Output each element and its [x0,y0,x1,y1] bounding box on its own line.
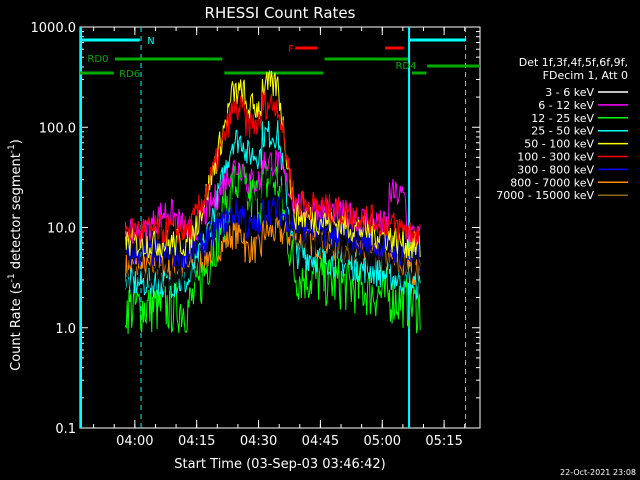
x-tick-label: 04:30 [240,434,277,449]
y-axis-label-sup2: -1 [7,144,17,153]
series-line-3 [124,120,421,300]
y-tick-label: 10.0 [47,222,76,237]
legend-label: 6 - 12 keV [538,99,594,112]
x-tick-label: 05:15 [425,434,462,449]
legend-title-line-2: FDecim 1, Att 0 [543,69,628,82]
series-line-4 [124,69,421,259]
legend-label: 12 - 25 keV [531,112,594,125]
series-line-0 [124,167,421,293]
legend-label: 50 - 100 keV [524,138,594,151]
legend-label: 300 - 800 keV [517,163,594,176]
series-line-5 [124,91,421,247]
y-tick-label: 100.0 [39,121,76,136]
x-tick-label: 04:15 [178,434,215,449]
legend-label: 800 - 7000 keV [510,176,594,189]
annotation-rd6: RD6 [119,69,140,80]
legend-title-line-1: Det 1f,3f,4f,5f,6f,9f, [519,56,628,69]
y-axis-label: Count Rate (s-1 detector segment-1) [7,139,24,371]
y-tick-label: 1000.0 [31,21,77,36]
x-tick-label: 04:45 [302,434,339,449]
annotation-rd0: RD0 [87,54,108,65]
series-line-6 [124,196,421,272]
x-tick-label: 05:00 [364,434,401,449]
annotation-rd4: RD4 [395,61,416,72]
y-tick-label: 0.1 [55,422,76,437]
annotation-n: N [147,36,154,47]
legend-label: 7000 - 15000 keV [496,189,594,202]
y-tick-label: 1.0 [55,322,76,337]
x-axis-label: Start Time (03-Sep-03 03:46:42) [174,457,385,472]
y-axis-label-mid: detector segment [9,153,24,273]
x-tick-label: 04:00 [116,434,153,449]
legend-label: 100 - 300 keV [517,151,594,164]
legend-label: 3 - 6 keV [545,86,594,99]
plot-area: 1000.0 100.0 10.0 1.0 0.1 04:00 04:15 04:30 04:4… [31,21,481,449]
legend-label: 25 - 50 keV [531,125,594,138]
annotation-flare: F [288,44,294,55]
chart-title: RHESSI Count Rates [205,4,356,22]
timestamp: 22-Oct-2021 23:08 [560,468,636,477]
y-axis-label-sup: -1 [7,273,17,282]
series-line-7 [124,216,421,286]
y-axis-label-close: ) [9,139,24,144]
y-axis-label-pre: Count Rate (s [9,282,24,371]
